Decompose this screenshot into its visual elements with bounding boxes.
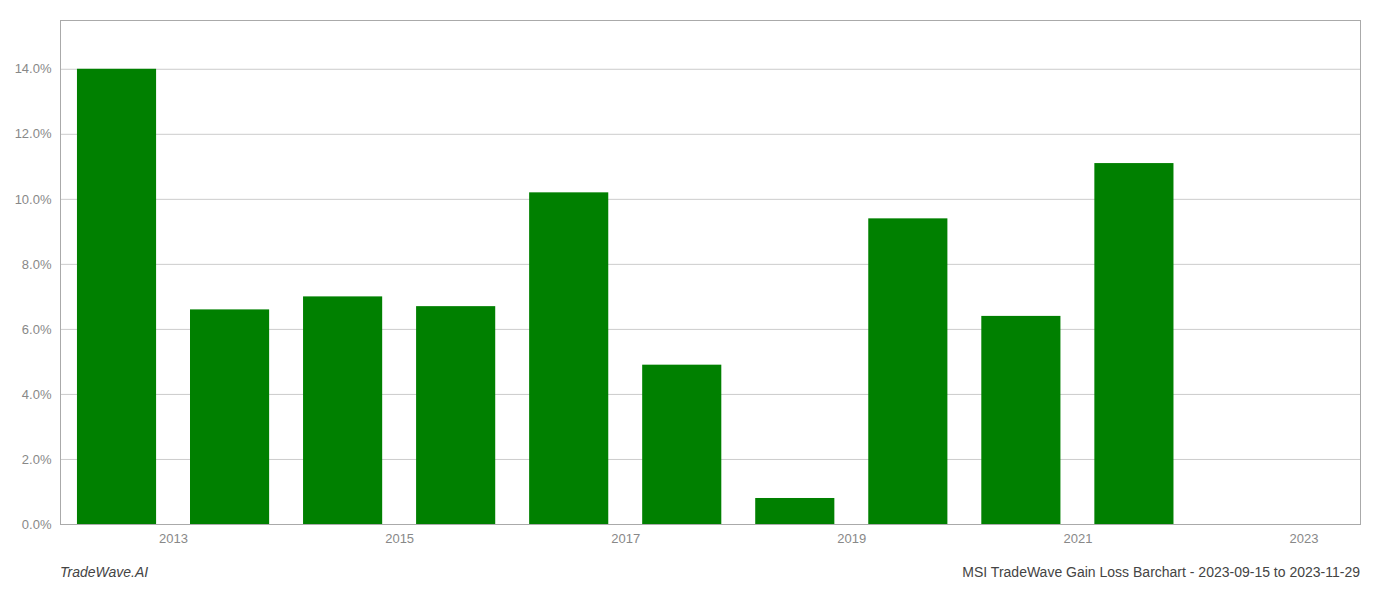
svg-text:2015: 2015 bbox=[385, 531, 414, 546]
html-text:TradeWave.AI: TradeWave.AI bbox=[60, 564, 149, 580]
svg-text:2017: 2017 bbox=[611, 531, 640, 546]
svg-text:2013: 2013 bbox=[159, 531, 188, 546]
html-text:MSI TradeWave Gain Loss Barcha: MSI TradeWave Gain Loss Barchart - 2023-… bbox=[962, 564, 1360, 580]
svg-text:4.0%: 4.0% bbox=[22, 387, 52, 402]
svg-text:2023: 2023 bbox=[1290, 531, 1319, 546]
svg-text:0.0%: 0.0% bbox=[22, 517, 52, 532]
svg-text:14.0%: 14.0% bbox=[15, 61, 52, 76]
svg-text:2019: 2019 bbox=[837, 531, 866, 546]
svg-text:6.0%: 6.0% bbox=[22, 322, 52, 337]
svg-text:10.0%: 10.0% bbox=[15, 191, 52, 206]
svg-text:2.0%: 2.0% bbox=[22, 452, 52, 467]
svg-text:12.0%: 12.0% bbox=[15, 126, 52, 141]
svg-text:2021: 2021 bbox=[1063, 531, 1092, 546]
svg-text:8.0%: 8.0% bbox=[22, 257, 52, 272]
